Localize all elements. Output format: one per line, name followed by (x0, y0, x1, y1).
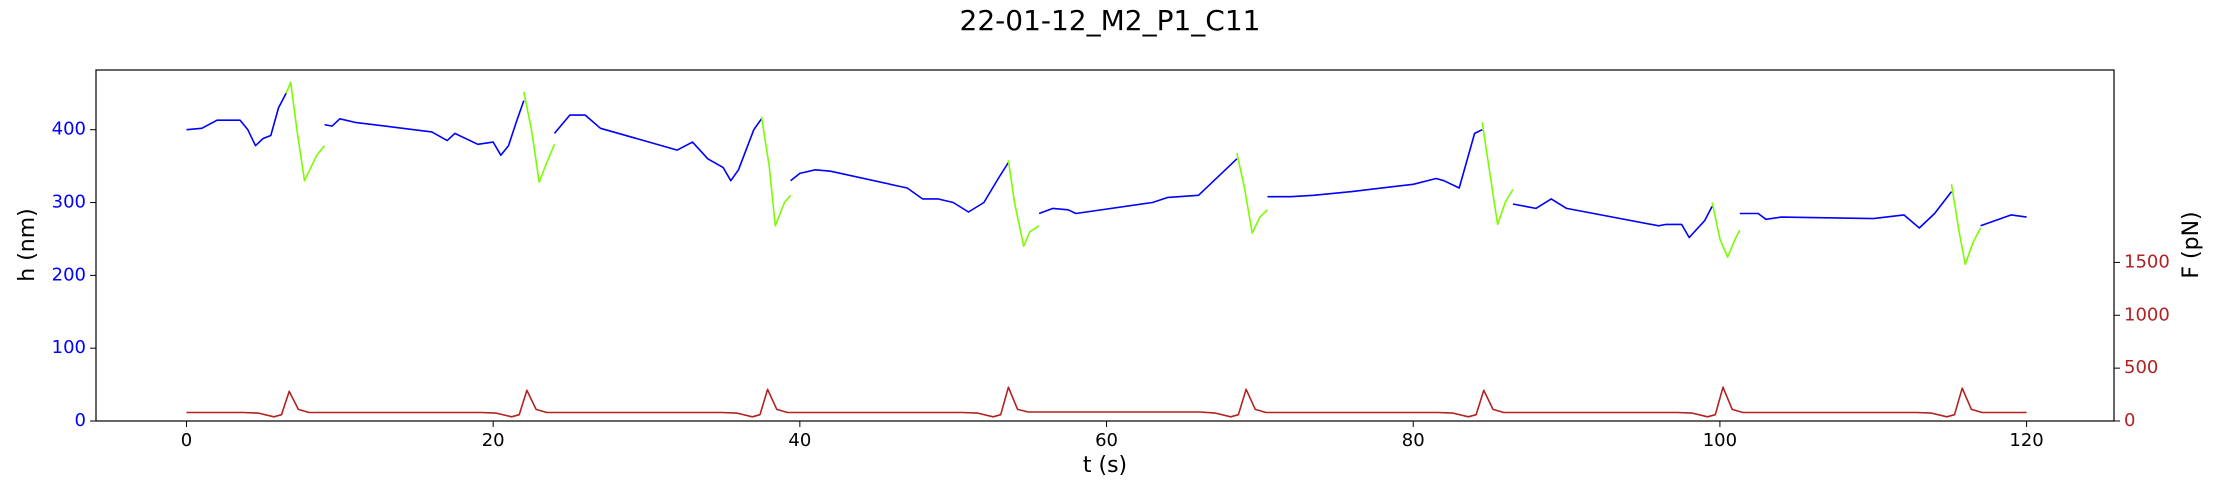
y2-axis-label: F (pN) (2179, 211, 2204, 278)
y2-tick-label: 0 (2124, 410, 2135, 431)
series-line (285, 81, 1982, 266)
x-axis-label: t (s) (1083, 453, 1127, 478)
y2-tick-label: 500 (2124, 357, 2158, 378)
y-axis-label: h (nm) (15, 208, 40, 281)
y2-tick-label: 1000 (2124, 304, 2170, 325)
y-tick-label: 400 (52, 119, 86, 140)
x-tick-label: 60 (1095, 430, 1118, 451)
x-tick-label: 0 (181, 430, 192, 451)
x-tick-label: 40 (788, 430, 811, 451)
y-tick-label: 100 (52, 337, 86, 358)
y-tick-label: 0 (75, 410, 86, 431)
series-line (186, 92, 2027, 239)
y-tick-label: 200 (52, 264, 86, 285)
x-tick-label: 80 (1402, 430, 1425, 451)
x-tick-label: 120 (2009, 430, 2043, 451)
x-tick-label: 20 (482, 430, 505, 451)
plot-frame (95, 69, 2115, 422)
y-tick-label: 300 (52, 192, 86, 213)
series-line (186, 386, 2027, 418)
y2-tick-label: 1500 (2124, 251, 2170, 272)
chart-title: 22-01-12_M2_P1_C11 (960, 4, 1261, 37)
x-tick-label: 100 (1703, 430, 1737, 451)
